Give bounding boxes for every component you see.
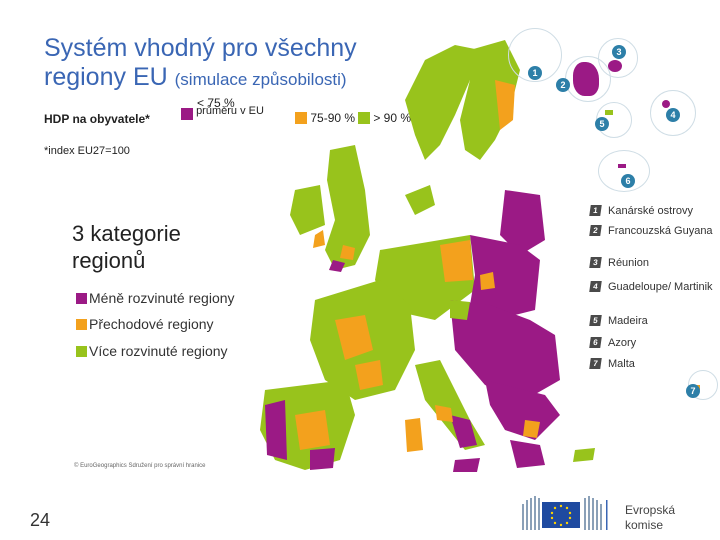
outermost-item: 1 Kanárské ostrovy: [589, 205, 718, 218]
outermost-label: Azory: [608, 337, 637, 349]
category-label: Méně rozvinuté regiony: [89, 290, 235, 306]
legend-swatch-purple: [181, 108, 193, 120]
legend-swatch-green: [358, 112, 370, 124]
inset-azores: [598, 150, 650, 192]
outermost-number: 4: [589, 281, 602, 292]
madeira-region: [605, 110, 613, 115]
inset-canary-islands: [508, 28, 562, 82]
french-guiana-region: [573, 62, 599, 96]
page-title: Systém vhodný pro všechny regiony EU (si…: [44, 34, 464, 94]
outermost-item: 6 Azory: [589, 337, 718, 350]
inset-badge-6: 6: [621, 174, 635, 188]
category-less-developed: Méně rozvinuté regiony: [76, 290, 235, 306]
guadeloupe-region: [662, 100, 670, 108]
page-number: 24: [30, 510, 51, 530]
outermost-item: 7 Malta: [589, 358, 718, 371]
legend-item-less-developed: průměru v EU: [181, 105, 264, 138]
index-note: *index EU27=100: [44, 145, 130, 157]
category-swatch-purple: [76, 293, 87, 304]
outermost-label: Réunion: [608, 257, 649, 269]
eu-regions-map: [260, 40, 595, 472]
outermost-number: 1: [589, 205, 602, 216]
categories-heading: 3 kategorie regionů: [72, 221, 181, 273]
category-label: Přechodové regiony: [89, 316, 214, 332]
category-more-developed: Více rozvinuté regiony: [76, 343, 228, 359]
outermost-number: 5: [589, 315, 602, 326]
outermost-label: Madeira: [608, 315, 648, 327]
legend-swatch-orange: [295, 112, 307, 124]
inset-badge-5: 5: [595, 117, 609, 131]
category-swatch-orange: [76, 319, 87, 330]
category-transition: Přechodové regiony: [76, 316, 214, 332]
azores-region: [618, 164, 626, 168]
european-commission-logo: [522, 496, 608, 530]
ec-name: Evropská komise: [625, 503, 675, 533]
outermost-label: Malta: [608, 358, 635, 370]
title-subtitle: (simulace způsobilosti): [174, 70, 347, 89]
legend-label-top: < 75 %: [197, 96, 235, 110]
outermost-item: 3 Réunion: [589, 257, 718, 270]
legend-label: průměru v EU: [196, 105, 264, 117]
outermost-number: 6: [589, 337, 602, 348]
outermost-label: Kanárské ostrovy: [608, 205, 693, 217]
copyright-note: © EuroGeographics Sdružení pro správní h…: [74, 463, 206, 469]
ec-name-line-1: Evropská: [625, 503, 676, 517]
outermost-number: 2: [589, 225, 602, 236]
outermost-number: 3: [589, 257, 602, 268]
inset-reunion: [598, 38, 638, 78]
outermost-number: 7: [589, 358, 602, 369]
legend-item-transition: 75-90 %: [295, 111, 355, 141]
legend-item-more-developed: > 90 %: [358, 111, 411, 141]
title-line-1: Systém vhodný pro všechny: [44, 34, 357, 62]
category-label: Více rozvinuté regiony: [89, 343, 228, 359]
title-main: regiony EU: [44, 63, 168, 91]
inset-badge-4: 4: [666, 108, 680, 122]
legend-label: 75-90 %: [310, 111, 356, 125]
ec-name-line-2: komise: [625, 518, 664, 532]
reunion-region: [608, 60, 622, 72]
title-line-2: regiony EU (simulace způsobilosti): [44, 63, 464, 94]
inset-badge-3: 3: [612, 45, 626, 59]
inset-badge-7: 7: [686, 384, 700, 398]
inset-guadeloupe: [650, 90, 696, 136]
category-swatch-green: [76, 346, 87, 357]
inset-badge-1: 1: [528, 66, 542, 80]
gdp-label: HDP na obyvatele*: [44, 112, 150, 126]
outermost-label: Guadeloupe/ Martinik: [608, 281, 713, 293]
legend-label: > 90 %: [373, 111, 412, 125]
outermost-item: 5 Madeira: [589, 315, 718, 328]
outermost-item: 4 Guadeloupe/ Martinik: [589, 281, 718, 294]
inset-badge-2: 2: [556, 78, 570, 92]
outermost-label: Francouzská Guyana: [608, 225, 713, 237]
outermost-item: 2 Francouzská Guyana: [589, 225, 718, 238]
